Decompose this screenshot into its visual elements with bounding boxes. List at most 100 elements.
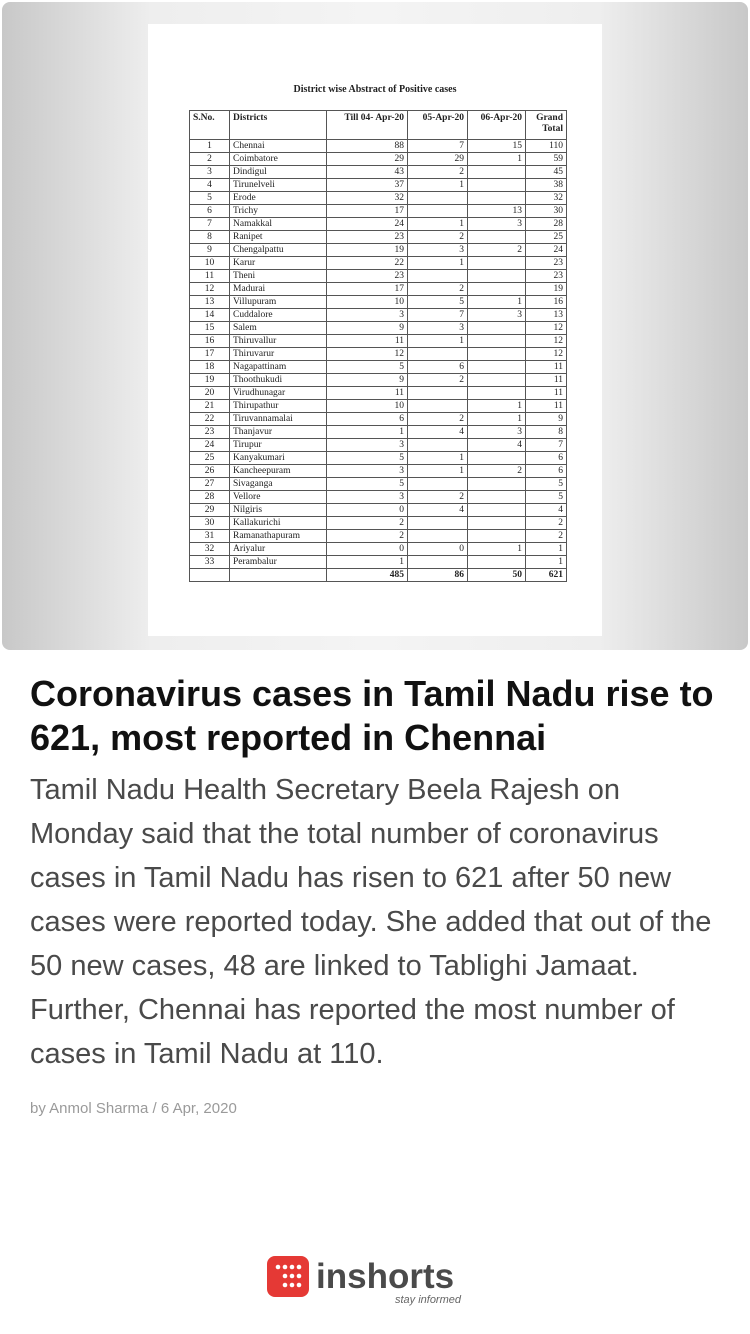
table-cell: 33 [189, 555, 230, 569]
table-cell: Nagapattinam [229, 360, 327, 374]
table-cell: Tiruvannamalai [229, 412, 327, 426]
table-cell: Thiruvarur [229, 347, 327, 361]
table-row: 27 Sivaganga 5 5 [189, 477, 567, 491]
table-cell: 10 [189, 256, 230, 270]
table-row: 9 Chengalpattu 19 3 2 24 [189, 243, 567, 257]
table-cell [189, 568, 230, 582]
byline: by Anmol Sharma / 6 Apr, 2020 [30, 1100, 237, 1117]
table-row: 20 Virudhunagar 11 11 [189, 386, 567, 400]
table-cell: 23 [525, 269, 567, 283]
table-cell [467, 269, 526, 283]
table-cell: 45 [525, 165, 567, 179]
table-cell: 30 [525, 204, 567, 218]
table-cell: 17 [326, 204, 408, 218]
table-cell [467, 321, 526, 335]
table-cell: Tirunelveli [229, 178, 327, 192]
table-cell: 2 [467, 464, 526, 478]
table-cell: 2 [189, 152, 230, 166]
table-cell: 4 [407, 425, 468, 439]
table-cell [467, 282, 526, 296]
table-cell: 3 [326, 464, 408, 478]
table-cell: 5 [525, 477, 567, 491]
logo[interactable]: inshorts stay informed [266, 1254, 466, 1310]
table-cell: 12 [326, 347, 408, 361]
table-cell: 110 [525, 139, 567, 153]
table-row: 24 Tirupur 3 4 7 [189, 438, 567, 452]
table-cell: 10 [326, 295, 408, 309]
table-cell: Tirupur [229, 438, 327, 452]
table-cell: Karur [229, 256, 327, 270]
table-cell: Kanyakumari [229, 451, 327, 465]
table-cell: 6 [407, 360, 468, 374]
article-image: District wise Abstract of Positive cases… [2, 2, 748, 650]
table-row: 22 Tiruvannamalai 6 2 1 9 [189, 412, 567, 426]
table-cell: 2 [407, 230, 468, 244]
table-cell: 2 [407, 412, 468, 426]
table-cell: 1 [326, 555, 408, 569]
table-row: 26 Kancheepuram 3 1 2 6 [189, 464, 567, 478]
table-cell: 25 [525, 230, 567, 244]
table-cell: Nilgiris [229, 503, 327, 517]
table-row: 3 Dindigul 43 2 45 [189, 165, 567, 179]
table-cell: 2 [525, 516, 567, 530]
table-cell: 32 [189, 542, 230, 556]
table-cell: 1 [407, 334, 468, 348]
table-cell: Ramanathapuram [229, 529, 327, 543]
table-cell [407, 477, 468, 491]
table-row: 25 Kanyakumari 5 1 6 [189, 451, 567, 465]
table-cell: 2 [326, 516, 408, 530]
table-cell: 1 [467, 295, 526, 309]
table-cell: 27 [189, 477, 230, 491]
table-cell: 11 [525, 360, 567, 374]
table-cell: 12 [525, 334, 567, 348]
table-cell: 11 [189, 269, 230, 283]
table-row: 485 86 50 621 [189, 568, 567, 582]
table-cell [407, 555, 468, 569]
table-row: 21 Thirupathur 10 1 11 [189, 399, 567, 413]
table-cell: 1 [326, 425, 408, 439]
logo-tagline: stay informed [395, 1294, 462, 1306]
table-cell: 13 [189, 295, 230, 309]
table-cell: 13 [525, 308, 567, 322]
table-cell: 11 [326, 334, 408, 348]
table-cell: 19 [189, 373, 230, 387]
table-cell: 3 [467, 308, 526, 322]
table-cell [407, 269, 468, 283]
table-cell: 0 [326, 542, 408, 556]
table-cell [467, 516, 526, 530]
table-cell: 3 [326, 308, 408, 322]
table-cell: 1 [407, 217, 468, 231]
header-cell: 06-Apr-20 [467, 110, 526, 140]
table-cell: 7 [407, 308, 468, 322]
table-cell: 15 [189, 321, 230, 335]
table-cell: Dindigul [229, 165, 327, 179]
table-cell: 621 [525, 568, 567, 582]
table-cell: 5 [407, 295, 468, 309]
table-cell [407, 204, 468, 218]
document-title: District wise Abstract of Positive cases [293, 84, 457, 95]
table-cell [467, 347, 526, 361]
table-cell: 11 [525, 399, 567, 413]
table-cell: 22 [326, 256, 408, 270]
table-cell: 16 [189, 334, 230, 348]
table-cell: 7 [189, 217, 230, 231]
table-cell: Thirupathur [229, 399, 327, 413]
table-cell: 17 [326, 282, 408, 296]
table-cell [467, 529, 526, 543]
header-cell: 05-Apr-20 [407, 110, 468, 140]
table-cell: Namakkal [229, 217, 327, 231]
table-cell [467, 490, 526, 504]
table-cell: 59 [525, 152, 567, 166]
table-cell: 24 [326, 217, 408, 231]
table-cell [407, 399, 468, 413]
table-cell: Chennai [229, 139, 327, 153]
table-row: 12 Madurai 17 2 19 [189, 282, 567, 296]
table-cell [467, 360, 526, 374]
table-row: 30 Kallakurichi 2 2 [189, 516, 567, 530]
table-cell: 23 [326, 230, 408, 244]
table-cell [467, 503, 526, 517]
table-cell: 32 [525, 191, 567, 205]
table-cell: Coimbatore [229, 152, 327, 166]
table-cell: Sivaganga [229, 477, 327, 491]
